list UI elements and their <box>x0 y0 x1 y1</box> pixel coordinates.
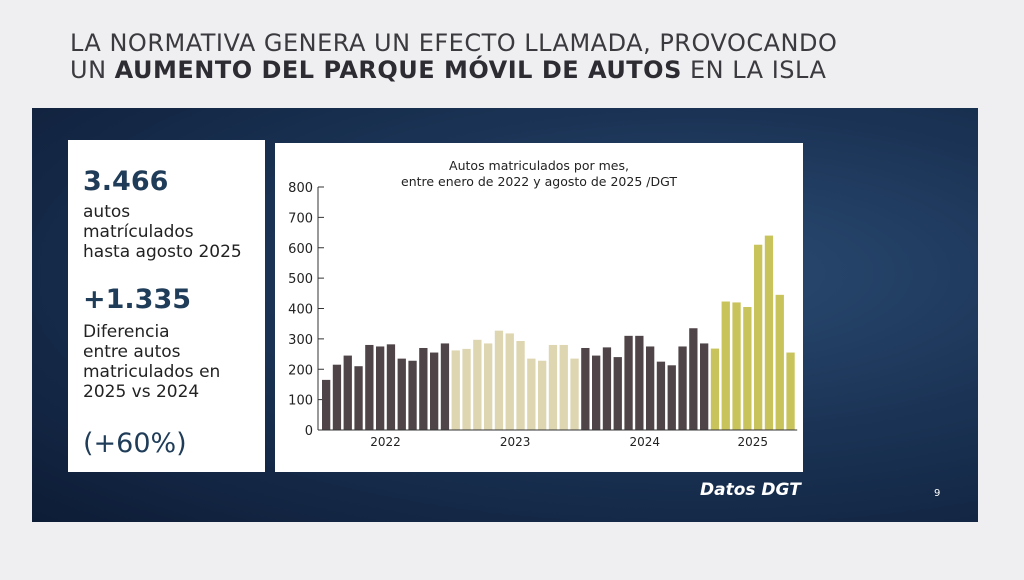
diff-value: +1.335 <box>83 284 192 315</box>
bar-2024 <box>592 355 601 430</box>
y-tick-label: 0 <box>305 424 313 439</box>
bar-2025 <box>775 294 784 430</box>
bar-2022 <box>343 355 352 430</box>
y-tick-label: 600 <box>288 242 313 257</box>
x-tick-label: 2024 <box>629 435 660 449</box>
title-line-2: UN AUMENTO DEL PARQUE MÓVIL DE AUTOS EN … <box>70 57 837 84</box>
bar-2022 <box>322 379 331 430</box>
bar-2023 <box>516 341 525 430</box>
bar-2024 <box>613 357 622 430</box>
bar-2024 <box>581 347 590 430</box>
bar-2024 <box>700 343 709 430</box>
label-line: 2025 vs 2024 <box>83 382 200 402</box>
title-bold: AUMENTO DEL PARQUE MÓVIL DE AUTOS <box>114 56 682 84</box>
bar-2023 <box>559 344 568 430</box>
bar-2023 <box>505 333 514 430</box>
source-label: Datos DGT <box>700 480 801 500</box>
label-line: matriculados en <box>83 362 221 382</box>
bar-2024 <box>624 335 633 430</box>
total-label: autos matrículados hasta agosto 2025 <box>83 202 242 262</box>
bar-2022 <box>419 347 428 430</box>
x-tick-label: 2022 <box>370 435 401 449</box>
chart-title-2: entre enero de 2022 y agosto de 2025 /DG… <box>401 174 677 189</box>
label-line: matrículados <box>83 222 194 242</box>
diff-label: Diferencia entre autos matriculados en 2… <box>83 322 220 402</box>
stats-panel: 3.466 autos matrículados hasta agosto 20… <box>68 140 265 472</box>
page-number: 9 <box>934 488 941 499</box>
bar-2023 <box>538 360 547 430</box>
bar-2023 <box>484 343 493 430</box>
bar-2025 <box>732 302 741 430</box>
percent-value: (+60%) <box>83 428 187 459</box>
bar-2025 <box>721 301 730 430</box>
bar-2024 <box>646 346 655 430</box>
bar-2025 <box>710 348 720 430</box>
y-tick-label: 700 <box>288 211 313 226</box>
bar-2022 <box>397 358 406 430</box>
bar-2024 <box>656 361 666 430</box>
label-line: autos <box>83 202 131 222</box>
y-tick-label: 400 <box>288 303 313 318</box>
y-tick-label: 100 <box>288 394 313 409</box>
title-line-1: LA NORMATIVA GENERA UN EFECTO LLAMADA, P… <box>70 29 838 57</box>
chart-title-1: Autos matriculados por mes, <box>449 158 629 173</box>
bar-chart: 0 100 200 300 400 500 600 700 800 2022 2023 2024 202… <box>288 181 798 449</box>
bar-2022 <box>430 352 439 430</box>
title-pre: UN <box>70 56 115 84</box>
bar-2025 <box>754 244 763 430</box>
bar-2022 <box>440 343 450 430</box>
x-tick-label: 2025 <box>737 435 768 449</box>
bar-2025 <box>764 235 774 430</box>
bar-2022 <box>365 344 374 430</box>
bar-2024 <box>667 365 676 430</box>
bar-2022 <box>354 366 363 430</box>
label-line: hasta agosto 2025 <box>83 242 242 262</box>
bar-2022 <box>376 346 385 430</box>
total-value: 3.466 <box>83 166 169 197</box>
y-tick-label: 200 <box>288 363 313 378</box>
y-tick-label: 300 <box>288 333 313 348</box>
chart-panel: Autos matriculados por mes, entre enero … <box>275 143 803 472</box>
bar-2022 <box>408 360 417 430</box>
bar-2023 <box>451 350 460 430</box>
bar-2023 <box>494 330 504 430</box>
bar-2024 <box>678 346 687 430</box>
y-tick-label: 500 <box>288 272 313 287</box>
bar-2024 <box>602 347 612 430</box>
bar-2022 <box>386 344 396 430</box>
slide-title: LA NORMATIVA GENERA UN EFECTO LLAMADA, P… <box>70 30 837 84</box>
bar-2024 <box>689 328 698 430</box>
bar-2023 <box>473 339 482 430</box>
bar-2023 <box>462 348 471 430</box>
bar-2023 <box>527 358 536 430</box>
bar-2023 <box>548 344 558 430</box>
label-line: entre autos <box>83 342 181 362</box>
bar-2022 <box>332 364 342 430</box>
y-tick-label: 800 <box>288 181 313 196</box>
label-line: Diferencia <box>83 322 170 342</box>
bar-2025 <box>786 352 795 430</box>
x-tick-label: 2023 <box>500 435 531 449</box>
bar-2023 <box>570 358 579 430</box>
title-post: EN LA ISLA <box>681 56 827 84</box>
bar-2025 <box>743 306 752 430</box>
bar-2024 <box>635 335 644 430</box>
